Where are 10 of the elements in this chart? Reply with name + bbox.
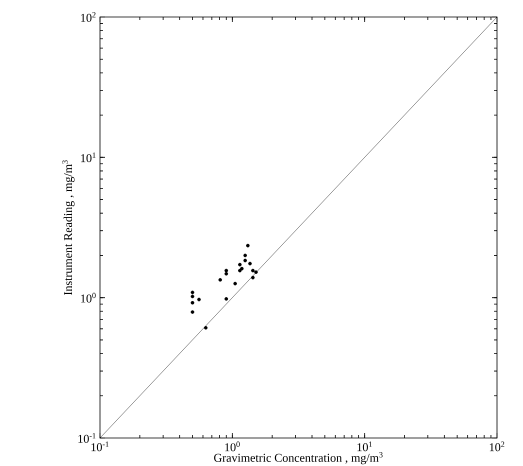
y-tick-label: 10$^{2}$ [81, 12, 96, 22]
x-tick-label: 10$^{-1}$ [92, 442, 109, 452]
y-tick-label: 10$^{0}$ [81, 292, 96, 303]
x-tick-label: 10$^{0}$ [225, 442, 240, 452]
y-tick-label: 10$^{-1}$ [78, 433, 96, 443]
y-tick-label: 10$^{1}$ [81, 152, 96, 162]
x-axis-title: Gravimetric Concentration , mg/m$^{3}$ [214, 452, 383, 464]
x-tick-label: 10$^{2}$ [490, 442, 504, 452]
y-axis-title: Instrument Reading , mg/m$^{3}$ [62, 160, 75, 296]
x-tick-label: 10$^{1}$ [357, 442, 372, 452]
